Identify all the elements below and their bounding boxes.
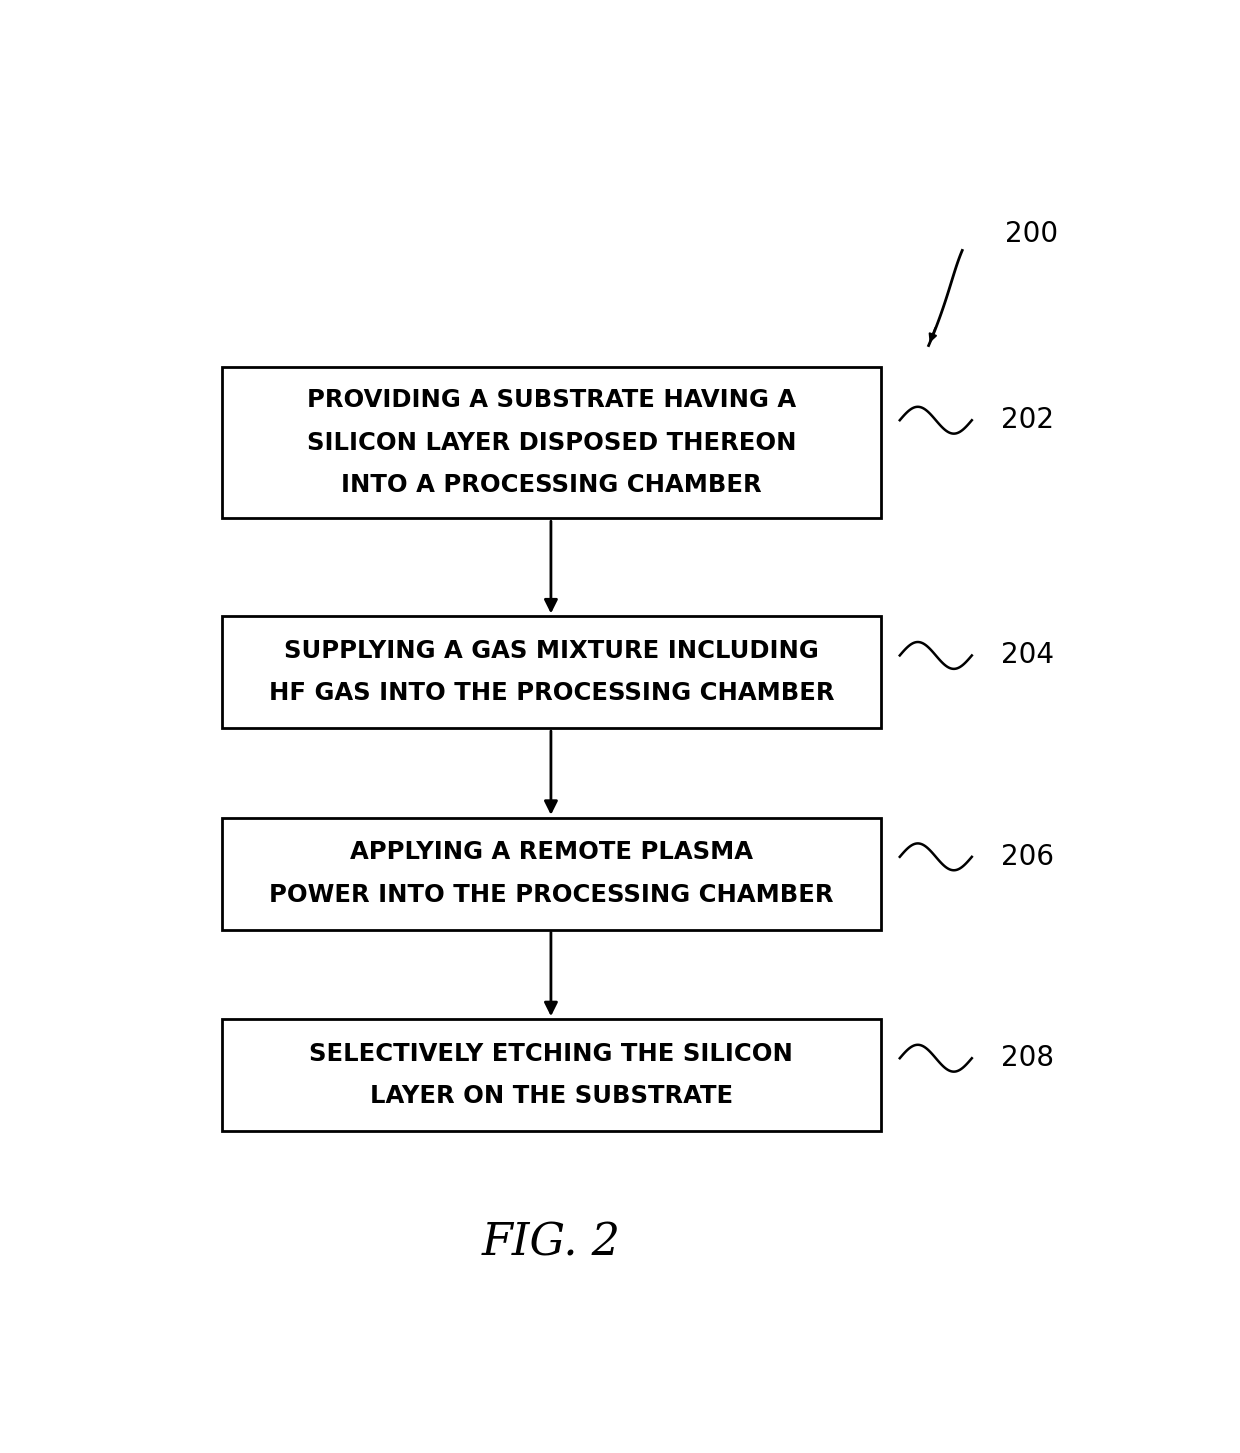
- Text: POWER INTO THE PROCESSING CHAMBER: POWER INTO THE PROCESSING CHAMBER: [269, 883, 833, 907]
- Text: 206: 206: [1001, 843, 1054, 870]
- Text: APPLYING A REMOTE PLASMA: APPLYING A REMOTE PLASMA: [350, 840, 753, 865]
- FancyBboxPatch shape: [222, 616, 880, 728]
- Text: SUPPLYING A GAS MIXTURE INCLUDING: SUPPLYING A GAS MIXTURE INCLUDING: [284, 639, 818, 663]
- Text: INTO A PROCESSING CHAMBER: INTO A PROCESSING CHAMBER: [341, 474, 761, 497]
- FancyBboxPatch shape: [222, 368, 880, 519]
- Text: HF GAS INTO THE PROCESSING CHAMBER: HF GAS INTO THE PROCESSING CHAMBER: [269, 681, 835, 706]
- Text: LAYER ON THE SUBSTRATE: LAYER ON THE SUBSTRATE: [370, 1084, 733, 1109]
- Text: 204: 204: [1001, 641, 1054, 670]
- Text: 200: 200: [1006, 219, 1059, 247]
- FancyBboxPatch shape: [222, 818, 880, 930]
- Text: 202: 202: [1001, 407, 1054, 434]
- Text: 208: 208: [1001, 1045, 1054, 1072]
- Text: SILICON LAYER DISPOSED THEREON: SILICON LAYER DISPOSED THEREON: [306, 432, 796, 455]
- Text: SELECTIVELY ETCHING THE SILICON: SELECTIVELY ETCHING THE SILICON: [310, 1042, 794, 1065]
- Text: PROVIDING A SUBSTRATE HAVING A: PROVIDING A SUBSTRATE HAVING A: [306, 388, 796, 413]
- FancyBboxPatch shape: [222, 1019, 880, 1130]
- Text: FIG. 2: FIG. 2: [481, 1221, 620, 1264]
